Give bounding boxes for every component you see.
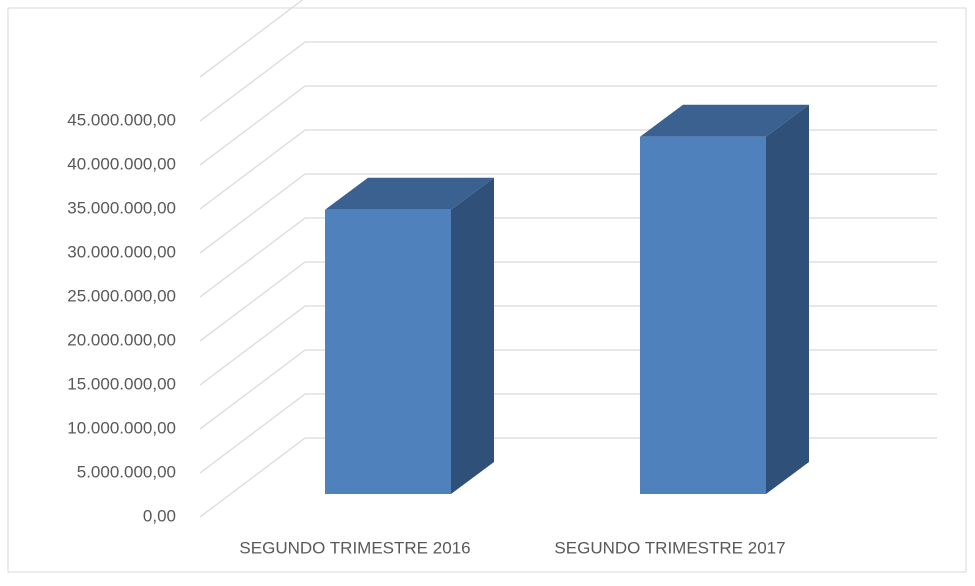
grid-line-side (199, 41, 306, 122)
y-tick-label: 10.000.000,00 (67, 418, 176, 437)
y-tick-label: 45.000.000,00 (67, 110, 176, 129)
bar-top (325, 177, 494, 210)
bar-side (766, 104, 809, 494)
grid-line-top (199, 0, 304, 78)
grid-line-side (199, 261, 306, 342)
bar-side (451, 177, 494, 494)
grid-line-side (199, 85, 306, 166)
x-tick-label: SEGUNDO TRIMESTRE 2017 (554, 538, 785, 557)
y-tick-label: 20.000.000,00 (67, 330, 176, 349)
grid-line-side (199, 129, 306, 210)
x-tick-label: SEGUNDO TRIMESTRE 2016 (239, 538, 470, 557)
y-tick-label: 15.000.000,00 (67, 374, 176, 393)
bar (640, 136, 766, 494)
grid-line-side (199, 437, 306, 518)
bar-top (640, 104, 809, 137)
y-tick-label: 35.000.000,00 (67, 198, 176, 217)
y-tick-label: 30.000.000,00 (67, 242, 176, 261)
y-tick-label: 0,00 (143, 506, 176, 525)
grid-line-side (199, 173, 306, 254)
y-tick-label: 40.000.000,00 (67, 154, 176, 173)
grid-line-side (199, 349, 306, 430)
grid-line-side (199, 393, 306, 474)
y-tick-label: 5.000.000,00 (77, 462, 176, 481)
grid-line-side (199, 217, 306, 298)
bar (325, 209, 451, 494)
y-tick-label: 25.000.000,00 (67, 286, 176, 305)
grid-line-side (199, 305, 306, 386)
